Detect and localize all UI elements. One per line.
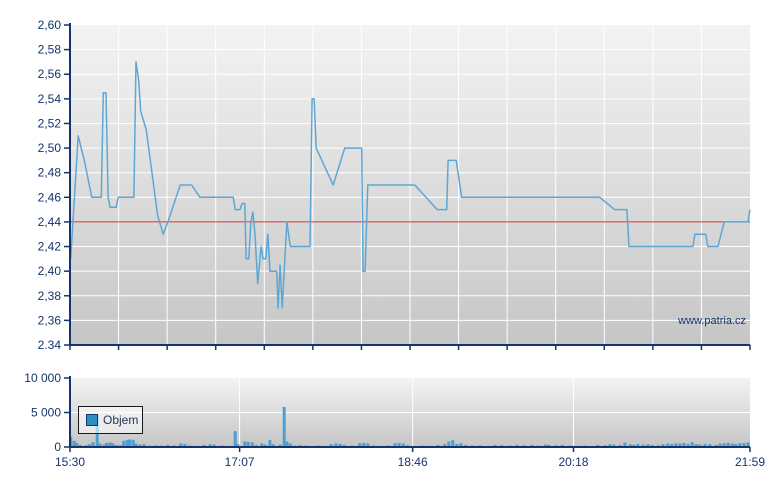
svg-text:0: 0 <box>54 440 61 454</box>
svg-text:2,54: 2,54 <box>38 92 62 106</box>
svg-text:17:07: 17:07 <box>225 455 255 469</box>
price-y-labels: 2,60 2,58 2,56 2,54 2,52 2,50 2,48 2,46 2,44 2,42… <box>38 18 62 352</box>
svg-text:5 000: 5 000 <box>31 406 61 420</box>
svg-text:2,50: 2,50 <box>38 141 62 155</box>
volume-gridlines <box>70 378 750 447</box>
svg-text:2.34: 2.34 <box>38 338 62 352</box>
svg-text:2,38: 2,38 <box>38 289 62 303</box>
legend-square-icon <box>86 414 98 426</box>
svg-text:15:30: 15:30 <box>55 455 85 469</box>
svg-text:2,44: 2,44 <box>38 215 62 229</box>
svg-text:2,46: 2,46 <box>38 190 62 204</box>
price-line <box>69 61 751 309</box>
time-axis-labels: 15:30 17:07 18:46 20:18 21:59 <box>55 455 765 469</box>
svg-text:21:59: 21:59 <box>735 455 765 469</box>
svg-text:2,40: 2,40 <box>38 264 62 278</box>
volume-axes <box>69 376 750 448</box>
svg-text:10 000: 10 000 <box>24 371 61 385</box>
svg-text:2,42: 2,42 <box>38 240 62 254</box>
svg-text:18:46: 18:46 <box>398 455 428 469</box>
watermark: www.patria.cz <box>678 315 746 327</box>
svg-text:20:18: 20:18 <box>558 455 588 469</box>
svg-text:2,58: 2,58 <box>38 43 62 57</box>
svg-text:2,36: 2,36 <box>38 313 62 327</box>
svg-text:2,60: 2,60 <box>38 18 62 32</box>
volume-y-labels: 0 5 000 10 000 <box>24 371 61 454</box>
legend-label: Objem <box>103 413 139 427</box>
price-chart: 2,60 2,58 2,56 2,54 2,52 2,50 2,48 2,46 2,44 2,42… <box>38 18 751 352</box>
svg-text:2,52: 2,52 <box>38 116 62 130</box>
volume-ticks <box>64 377 751 452</box>
volume-legend: Objem <box>78 406 143 434</box>
volume-chart: 0 5 000 10 000 15:30 17:07 18:46 20:18 21:59 <box>24 371 765 469</box>
svg-text:2,56: 2,56 <box>38 67 62 81</box>
svg-text:2,48: 2,48 <box>38 166 62 180</box>
price-ticks <box>64 24 751 350</box>
